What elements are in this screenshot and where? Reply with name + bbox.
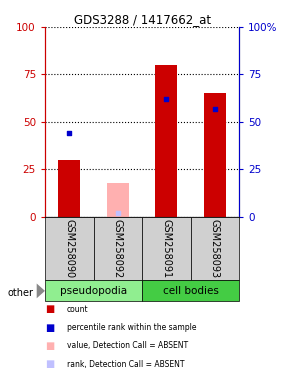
Point <box>164 96 169 102</box>
Text: ■: ■ <box>45 323 54 333</box>
Text: GSM258091: GSM258091 <box>162 219 171 278</box>
Point <box>115 210 120 216</box>
FancyBboxPatch shape <box>142 217 191 280</box>
Text: GSM258093: GSM258093 <box>210 219 220 278</box>
Text: cell bodies: cell bodies <box>163 286 219 296</box>
FancyBboxPatch shape <box>191 217 239 280</box>
Point <box>213 106 217 112</box>
FancyBboxPatch shape <box>93 217 142 280</box>
Text: ■: ■ <box>45 359 54 369</box>
FancyBboxPatch shape <box>45 217 93 280</box>
Bar <box>107 183 129 217</box>
FancyBboxPatch shape <box>45 280 142 301</box>
Text: value, Detection Call = ABSENT: value, Detection Call = ABSENT <box>67 341 188 351</box>
Text: GDS3288 / 1417662_at: GDS3288 / 1417662_at <box>74 13 211 26</box>
Bar <box>58 160 80 217</box>
Point <box>67 130 72 136</box>
FancyBboxPatch shape <box>142 280 239 301</box>
Text: other: other <box>7 288 33 298</box>
Text: count: count <box>67 305 88 314</box>
Text: pseudopodia: pseudopodia <box>60 286 127 296</box>
Text: ■: ■ <box>45 341 54 351</box>
Bar <box>204 93 226 217</box>
Text: ■: ■ <box>45 304 54 314</box>
Polygon shape <box>37 283 45 298</box>
Text: GSM258092: GSM258092 <box>113 219 123 278</box>
Text: GSM258090: GSM258090 <box>64 219 74 278</box>
Bar <box>155 65 177 217</box>
Text: percentile rank within the sample: percentile rank within the sample <box>67 323 196 332</box>
Text: rank, Detection Call = ABSENT: rank, Detection Call = ABSENT <box>67 360 184 369</box>
